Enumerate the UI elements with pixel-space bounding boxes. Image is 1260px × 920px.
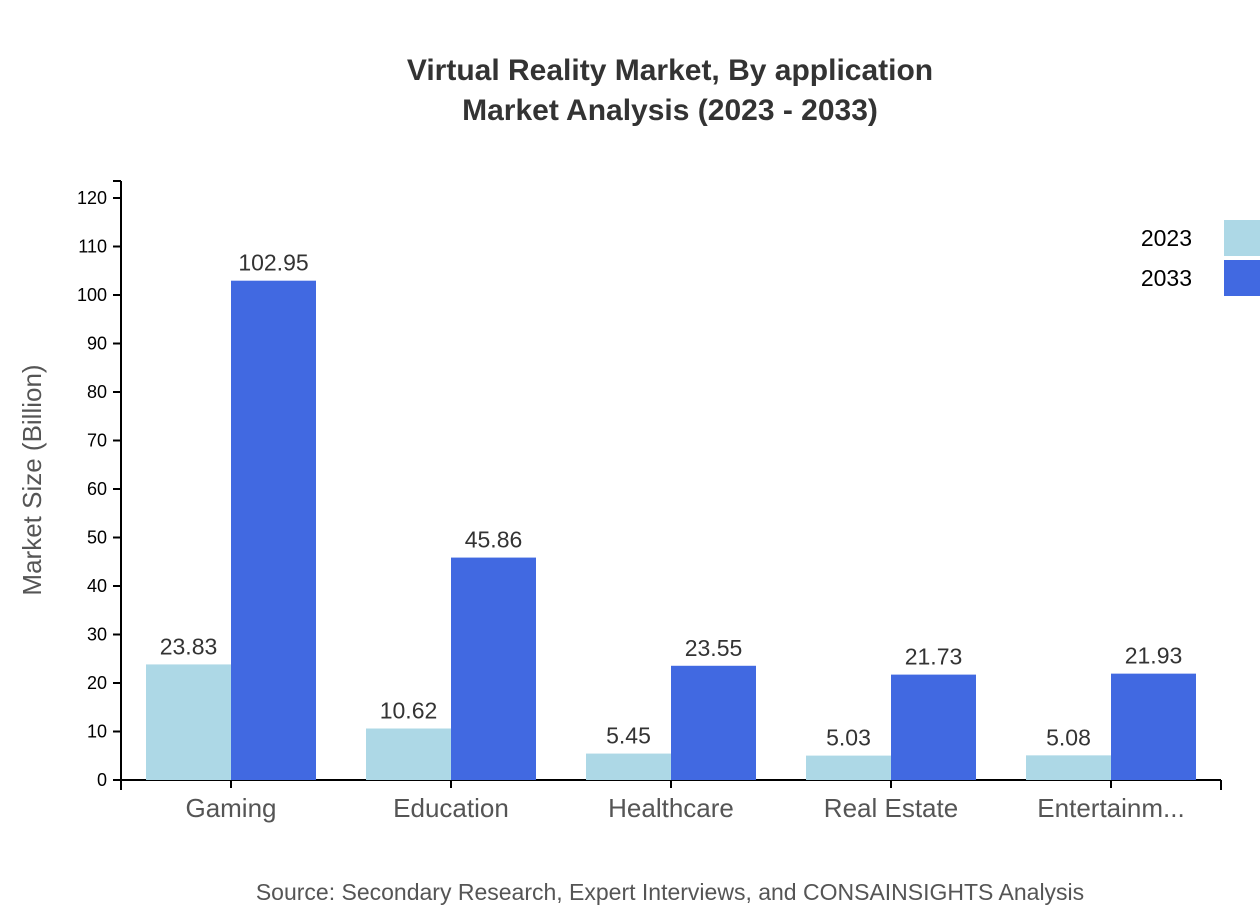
bar-2033	[451, 557, 536, 780]
chart-subtitle: Market Analysis (2023 - 2033)	[462, 94, 878, 127]
y-tick-label: 40	[87, 576, 107, 596]
y-tick-label: 100	[77, 285, 107, 305]
chart-title: Virtual Reality Market, By application	[407, 54, 933, 87]
bar-2023	[1026, 755, 1111, 780]
y-axis-label: Market Size (Billion)	[17, 364, 47, 595]
data-label: 5.45	[606, 723, 651, 749]
legend-label: 2023	[1141, 225, 1192, 251]
legend-swatch	[1224, 220, 1260, 256]
data-label: 23.83	[160, 633, 218, 659]
y-tick-label: 20	[87, 673, 107, 693]
data-label: 21.93	[1125, 643, 1183, 669]
axes: 0 10 20 30 40 50 60 70 80 90 100 110 120 Gaming Educat…	[77, 180, 1222, 823]
data-label: 23.55	[685, 635, 743, 661]
y-tick-label: 90	[87, 334, 107, 354]
bar-2033	[671, 665, 756, 780]
x-tick-label: Entertainm...	[1037, 793, 1184, 823]
data-label: 10.62	[380, 697, 438, 723]
data-label: 5.08	[1046, 724, 1091, 750]
legend: 2023 2033	[1141, 220, 1260, 296]
data-label: 45.86	[465, 527, 523, 553]
data-label: 102.95	[238, 250, 308, 276]
bars: 23.83 102.95 10.62 45.86 5.45 23.55 5.03 21.73 5…	[146, 250, 1196, 780]
bar-2033	[891, 674, 976, 780]
data-label: 5.03	[826, 725, 871, 751]
bar-2023	[366, 728, 451, 780]
x-tick-label: Education	[393, 793, 509, 823]
y-tick-label: 70	[87, 431, 107, 451]
y-tick-label: 10	[87, 722, 107, 742]
bar-2023	[586, 753, 671, 780]
y-tick-label: 60	[87, 479, 107, 499]
legend-label: 2033	[1141, 265, 1192, 291]
y-tick-label: 30	[87, 625, 107, 645]
y-tick-label: 0	[97, 770, 107, 790]
legend-swatch	[1224, 260, 1260, 296]
data-label: 21.73	[905, 644, 963, 670]
x-tick-label: Real Estate	[824, 793, 958, 823]
y-tick-label: 110	[78, 237, 107, 257]
bar-2023	[806, 755, 891, 780]
bar-2033	[231, 280, 316, 780]
y-tick-label: 120	[77, 188, 107, 208]
bar-2023	[146, 664, 231, 780]
x-tick-label: Gaming	[185, 793, 276, 823]
source-note: Source: Secondary Research, Expert Inter…	[256, 879, 1084, 905]
bar-2033	[1111, 673, 1196, 780]
y-tick-label: 80	[87, 382, 107, 402]
x-tick-label: Healthcare	[608, 793, 734, 823]
y-tick-label: 50	[87, 528, 107, 548]
